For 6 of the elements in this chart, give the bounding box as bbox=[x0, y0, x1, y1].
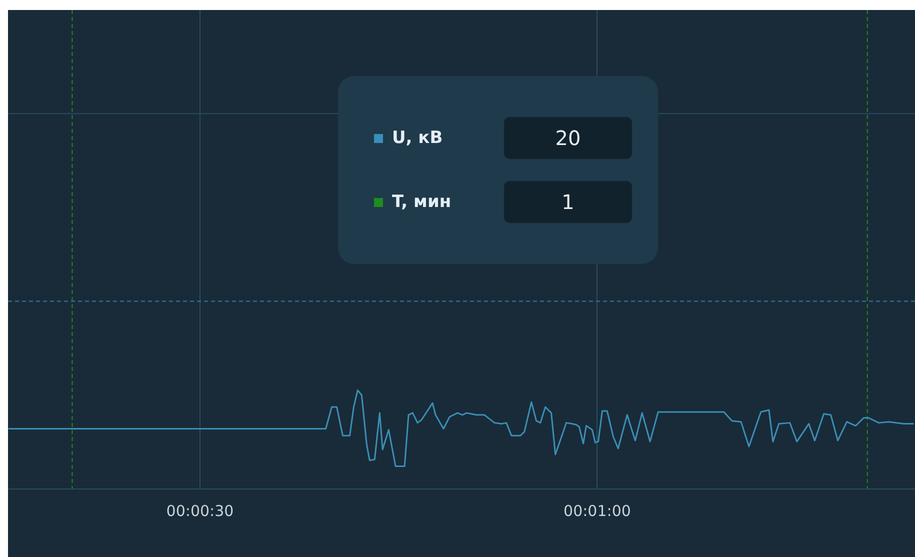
text: U, кВ bbox=[392, 128, 444, 148]
value-field: 20 bbox=[504, 117, 632, 159]
text: T, мин bbox=[392, 192, 452, 212]
value-field: 1 bbox=[504, 181, 632, 223]
x-tick-label: 00:01:00 bbox=[564, 502, 631, 520]
x-tick-label: 00:00:30 bbox=[166, 502, 234, 520]
